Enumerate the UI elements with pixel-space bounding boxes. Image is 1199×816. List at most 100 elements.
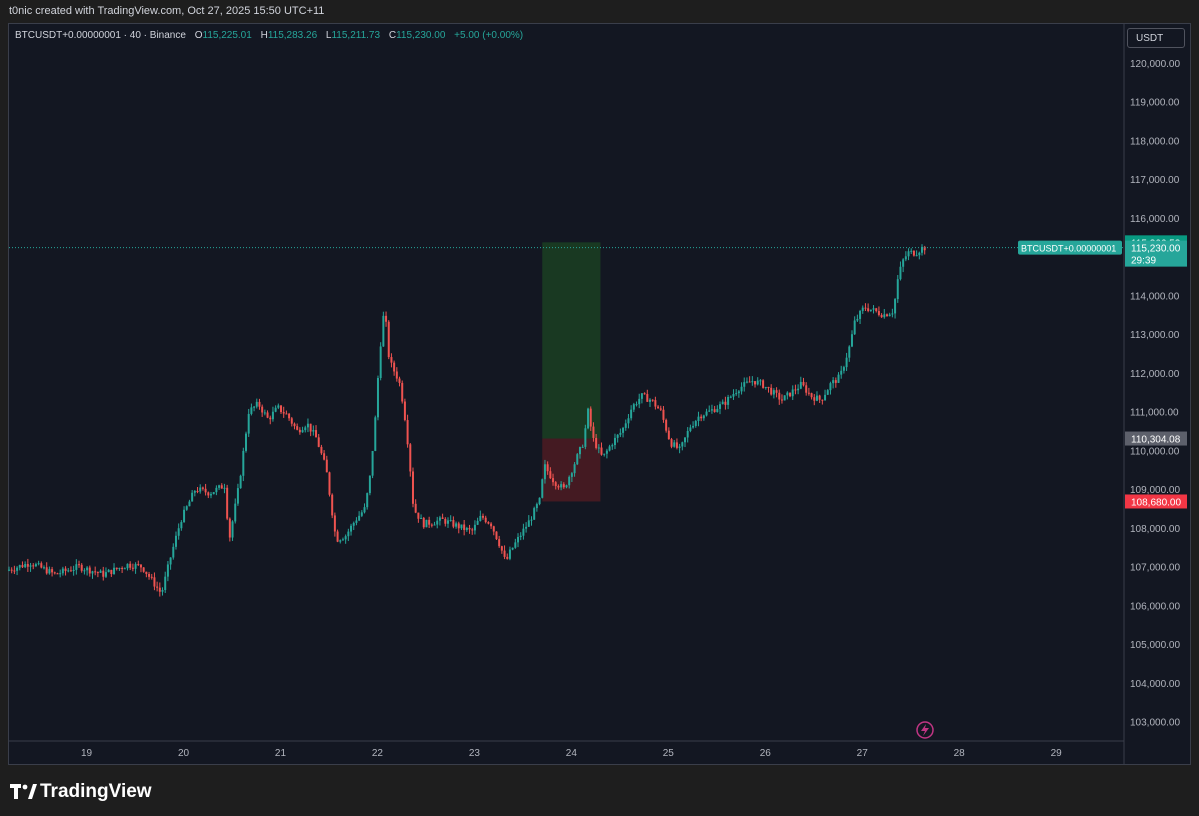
time-axis[interactable]: 19 20 21 22 23 24 25 26 27 28 29 xyxy=(81,748,1062,759)
caption-bar: t0nic created with TradingView.com, Oct … xyxy=(0,0,1199,22)
candle-body xyxy=(255,401,258,407)
candle-body xyxy=(236,488,239,504)
candle-body xyxy=(185,506,188,510)
candle-body xyxy=(772,390,775,395)
candle-body xyxy=(554,482,557,487)
candle-body xyxy=(848,346,851,358)
candle-body xyxy=(390,357,393,363)
candle-body xyxy=(460,524,463,529)
candle-body xyxy=(740,386,743,392)
loss-zone xyxy=(542,438,601,502)
candle-body xyxy=(684,437,687,443)
candle-body xyxy=(161,590,164,592)
candle-body xyxy=(543,464,546,480)
candle-body xyxy=(468,527,471,530)
candle-body xyxy=(791,389,794,397)
candle-body xyxy=(118,567,121,570)
candle-body xyxy=(406,420,409,445)
candle-body xyxy=(923,246,926,251)
candle-body xyxy=(630,409,633,419)
candle-body xyxy=(382,315,385,347)
lightning-icon[interactable] xyxy=(916,721,934,739)
candle-body xyxy=(735,393,738,395)
candle-body xyxy=(212,492,215,495)
candle-body xyxy=(829,383,832,391)
candle-body xyxy=(126,563,129,569)
candle-body xyxy=(45,567,48,574)
candle-body xyxy=(627,418,630,424)
candle-body xyxy=(420,517,423,519)
candle-body xyxy=(239,475,242,489)
legend-low-key: L xyxy=(325,30,332,41)
candle-body xyxy=(226,487,229,519)
position-tool[interactable] xyxy=(542,242,601,502)
candle-body xyxy=(366,493,369,508)
candle-body xyxy=(802,381,805,386)
candle-body xyxy=(333,515,336,532)
candle-body xyxy=(290,418,293,424)
candle-body xyxy=(845,357,848,368)
price-tick-label: 112,000.00 xyxy=(1130,369,1180,380)
candle-body xyxy=(530,519,533,521)
candle-body xyxy=(724,401,727,405)
candle-body xyxy=(473,524,476,531)
legend-close-key: C xyxy=(388,30,397,41)
candle-body xyxy=(815,395,818,401)
candle-body xyxy=(228,518,231,538)
candle-body xyxy=(891,313,894,315)
candle-body xyxy=(169,557,172,565)
caption-text: t0nic created with TradingView.com, Oct … xyxy=(9,5,325,17)
candle-body xyxy=(716,408,719,412)
candle-body xyxy=(700,416,703,419)
candle-body xyxy=(29,565,32,567)
candle-body xyxy=(26,564,29,567)
price-tick-label: 120,000.00 xyxy=(1130,59,1180,70)
candle-body xyxy=(581,446,584,448)
candle-body xyxy=(306,423,309,428)
candle-body xyxy=(209,494,212,496)
candle-body xyxy=(43,567,46,569)
candle-body xyxy=(444,518,447,524)
candle-body xyxy=(867,308,870,311)
candle-body xyxy=(180,522,183,529)
candle-body xyxy=(600,447,603,455)
price-axis[interactable]: 103,000.00 104,000.00 105,000.00 106,000.00… xyxy=(1130,59,1180,729)
candle-body xyxy=(500,546,503,551)
currency-button[interactable]: USDT xyxy=(1127,28,1185,48)
candle-body xyxy=(113,567,116,575)
candle-body xyxy=(24,564,27,568)
candle-body xyxy=(479,515,482,521)
candle-body xyxy=(13,570,16,572)
candle-body xyxy=(689,427,692,431)
candle-body xyxy=(331,494,334,516)
candle-body xyxy=(503,550,506,557)
time-tick-label: 25 xyxy=(663,748,675,759)
candle-body xyxy=(877,311,880,315)
candle-body xyxy=(702,415,705,419)
legend-symbol: BTCUSDT+0.00000001 · 40 · Binance xyxy=(15,30,186,41)
candle-body xyxy=(134,564,137,569)
price-tick-label: 106,000.00 xyxy=(1130,601,1180,612)
candle-body xyxy=(665,419,668,431)
price-tick-label: 105,000.00 xyxy=(1130,640,1180,651)
candle-body xyxy=(59,573,62,575)
candle-body xyxy=(918,252,921,256)
candle-body xyxy=(142,567,145,572)
candle-body xyxy=(595,437,598,448)
candle-body xyxy=(732,394,735,397)
candle-body xyxy=(525,526,528,529)
candle-body xyxy=(344,536,347,540)
candle-body xyxy=(861,307,864,311)
candle-body xyxy=(875,308,878,312)
candle-body xyxy=(638,398,641,405)
time-tick-label: 26 xyxy=(760,748,772,759)
legend-change: +5.00 (+0.00%) xyxy=(454,30,524,41)
candle-body xyxy=(552,478,555,483)
candle-body xyxy=(446,520,449,524)
candle-body xyxy=(298,429,301,433)
candle-body xyxy=(263,412,266,414)
candle-body xyxy=(562,484,565,488)
candle-body xyxy=(821,399,824,401)
candle-body xyxy=(686,430,689,438)
